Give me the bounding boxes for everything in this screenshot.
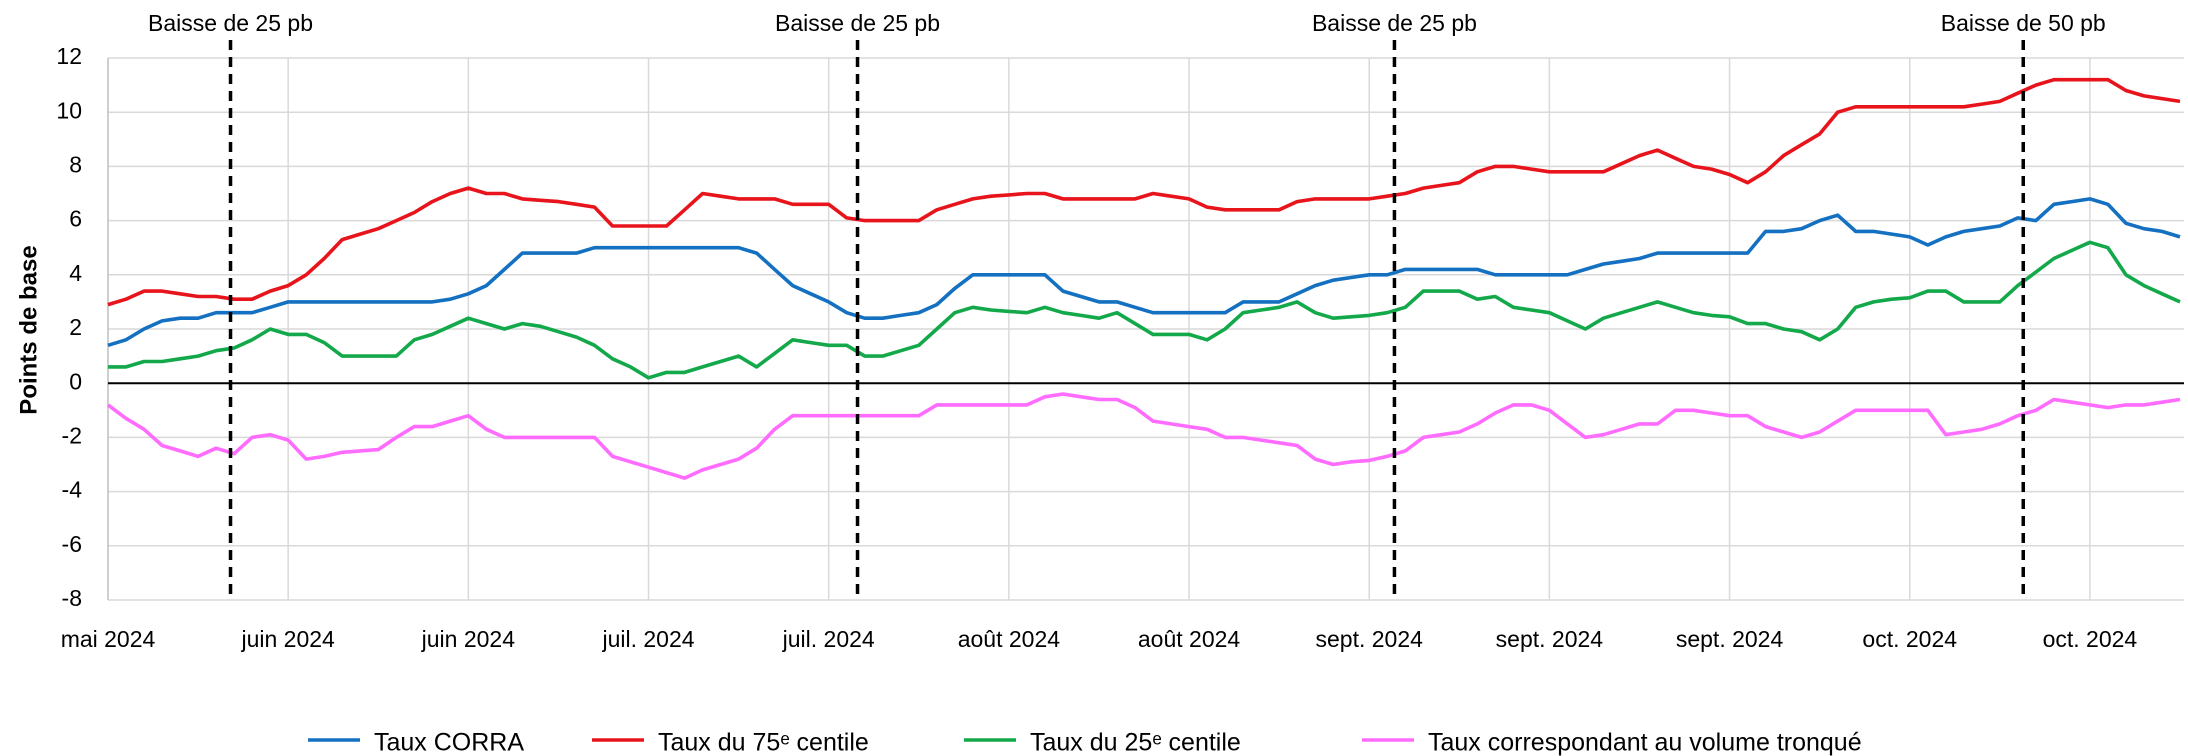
- y-tick-label: 2: [69, 314, 82, 340]
- y-tick-label: -6: [62, 531, 82, 557]
- line-series: [106, 392, 2181, 480]
- y-tick-label: 12: [56, 43, 82, 69]
- x-tick-label: sept. 2024: [1316, 626, 1424, 652]
- annotation-label: Baisse de 25 pb: [1312, 10, 1477, 36]
- line-series: [107, 77, 2181, 307]
- y-axis-label: Points de base: [15, 245, 42, 414]
- annotation-label: Baisse de 25 pb: [148, 10, 313, 36]
- x-tick-label: août 2024: [1138, 626, 1241, 652]
- x-tick-label: mai 2024: [61, 626, 156, 652]
- y-tick-label: -2: [62, 422, 82, 448]
- y-tick-label: -8: [62, 585, 82, 611]
- x-tick-label: juin 2024: [421, 626, 516, 652]
- legend-label: Taux CORRA: [374, 729, 524, 756]
- x-tick-label: sept. 2024: [1676, 626, 1784, 652]
- x-tick-label: août 2024: [958, 626, 1061, 652]
- y-tick-label: -4: [62, 477, 83, 503]
- y-tick-label: 6: [69, 206, 82, 232]
- x-tick-label: sept. 2024: [1496, 626, 1604, 652]
- legend-label: Taux du 75ᵉ centile: [658, 729, 869, 756]
- y-tick-label: 0: [69, 368, 82, 394]
- legend-label: Taux correspondant au volume tronqué: [1428, 729, 1862, 756]
- x-tick-label: oct. 2024: [2043, 626, 2138, 652]
- x-tick-label: juin 2024: [240, 626, 335, 652]
- annotation-label: Baisse de 25 pb: [775, 10, 940, 36]
- line-series: [107, 197, 2181, 348]
- line-series: [108, 240, 2181, 380]
- x-tick-label: juil. 2024: [601, 626, 694, 652]
- x-tick-label: juil. 2024: [782, 626, 875, 652]
- legend-label: Taux du 25ᵉ centile: [1030, 729, 1241, 756]
- annotation-label: Baisse de 50 pb: [1941, 10, 2106, 36]
- y-tick-label: 8: [69, 151, 82, 177]
- y-tick-label: 4: [69, 260, 82, 286]
- y-tick-label: 10: [56, 97, 82, 123]
- x-tick-label: oct. 2024: [1862, 626, 1957, 652]
